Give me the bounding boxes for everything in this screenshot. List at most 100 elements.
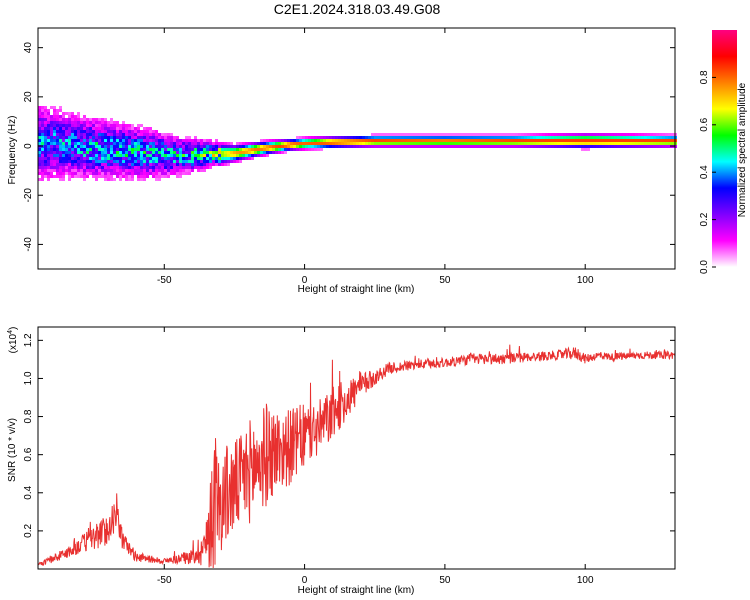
heatmap-cell <box>149 166 152 169</box>
heatmap-cell <box>155 169 158 172</box>
heatmap-cell <box>110 175 113 178</box>
heatmap-cell <box>80 157 83 160</box>
heatmap-cell <box>83 124 86 127</box>
heatmap-cell <box>41 157 44 160</box>
heatmap-cell <box>236 160 239 163</box>
heatmap-cell <box>95 118 98 121</box>
heatmap-cell <box>77 163 80 166</box>
heatmap-cell <box>122 124 125 127</box>
heatmap-cell <box>53 142 56 145</box>
heatmap-cell <box>191 139 194 142</box>
heatmap-cell <box>290 148 293 151</box>
y-tick-label: -20 <box>23 188 34 203</box>
heatmap-cell <box>83 148 86 151</box>
heatmap-cell <box>236 151 239 154</box>
heatmap-cell <box>545 136 548 139</box>
heatmap-cell <box>659 136 662 139</box>
heatmap-cell <box>647 145 650 148</box>
x-tick-label: -50 <box>157 275 172 286</box>
heatmap-cell <box>359 145 362 148</box>
heatmap-cell <box>194 151 197 154</box>
heatmap-cell <box>56 154 59 157</box>
heatmap-cell <box>662 136 665 139</box>
heatmap-cell <box>659 133 662 136</box>
heatmap-cell <box>431 133 434 136</box>
heatmap-cell <box>491 139 494 142</box>
spectrogram-y-label: Frequency (Hz) <box>7 116 18 185</box>
heatmap-cell <box>95 145 98 148</box>
heatmap-cell <box>506 145 509 148</box>
heatmap-cell <box>251 145 254 148</box>
heatmap-cell <box>95 175 98 178</box>
heatmap-cell <box>197 169 200 172</box>
heatmap-cell <box>203 142 206 145</box>
heatmap-cell <box>41 130 44 133</box>
heatmap-cell <box>218 154 221 157</box>
heatmap-cell <box>209 160 212 163</box>
heatmap-cell <box>572 142 575 145</box>
heatmap-cell <box>185 157 188 160</box>
heatmap-cell <box>59 142 62 145</box>
heatmap-cell <box>53 166 56 169</box>
heatmap-cell <box>131 124 134 127</box>
heatmap-cell <box>155 145 158 148</box>
heatmap-cell <box>314 142 317 145</box>
heatmap-cell <box>215 139 218 142</box>
heatmap-cell <box>152 139 155 142</box>
heatmap-cell <box>473 145 476 148</box>
heatmap-cell <box>545 139 548 142</box>
heatmap-cell <box>107 124 110 127</box>
heatmap-cell <box>302 139 305 142</box>
heatmap-cell <box>518 142 521 145</box>
heatmap-cell <box>533 139 536 142</box>
heatmap-cell <box>41 112 44 115</box>
heatmap-cell <box>104 145 107 148</box>
heatmap-cell <box>188 154 191 157</box>
heatmap-cell <box>218 151 221 154</box>
heatmap-cell <box>83 163 86 166</box>
heatmap-cell <box>203 169 206 172</box>
heatmap-cell <box>296 139 299 142</box>
heatmap-cell <box>167 172 170 175</box>
heatmap-cell <box>668 136 671 139</box>
heatmap-cell <box>41 115 44 118</box>
heatmap-cell <box>377 142 380 145</box>
heatmap-cell <box>422 136 425 139</box>
heatmap-cell <box>38 136 41 139</box>
heatmap-cell <box>251 151 254 154</box>
heatmap-cell <box>113 124 116 127</box>
heatmap-cell <box>623 133 626 136</box>
heatmap-cell <box>65 160 68 163</box>
heatmap-cell <box>401 139 404 142</box>
heatmap-cell <box>227 151 230 154</box>
heatmap-cell <box>167 166 170 169</box>
heatmap-cell <box>53 163 56 166</box>
heatmap-cell <box>155 178 158 181</box>
heatmap-cell <box>116 127 119 130</box>
heatmap-cell <box>203 145 206 148</box>
heatmap-cell <box>38 109 41 112</box>
heatmap-cell <box>503 136 506 139</box>
heatmap-cell <box>227 145 230 148</box>
heatmap-cell <box>98 169 101 172</box>
heatmap-cell <box>125 175 128 178</box>
heatmap-cell <box>434 133 437 136</box>
heatmap-cell <box>68 112 71 115</box>
heatmap-cell <box>296 145 299 148</box>
heatmap-cell <box>320 145 323 148</box>
heatmap-cell <box>83 157 86 160</box>
heatmap-cell <box>101 130 104 133</box>
heatmap-cell <box>68 175 71 178</box>
heatmap-cell <box>188 151 191 154</box>
heatmap-cell <box>224 145 227 148</box>
heatmap-cell <box>188 142 191 145</box>
heatmap-cell <box>110 121 113 124</box>
heatmap-cell <box>56 166 59 169</box>
heatmap-cell <box>206 151 209 154</box>
heatmap-cell <box>149 127 152 130</box>
heatmap-cell <box>653 145 656 148</box>
heatmap-cell <box>149 172 152 175</box>
heatmap-cell <box>161 142 164 145</box>
heatmap-cell <box>41 178 44 181</box>
heatmap-cell <box>41 154 44 157</box>
